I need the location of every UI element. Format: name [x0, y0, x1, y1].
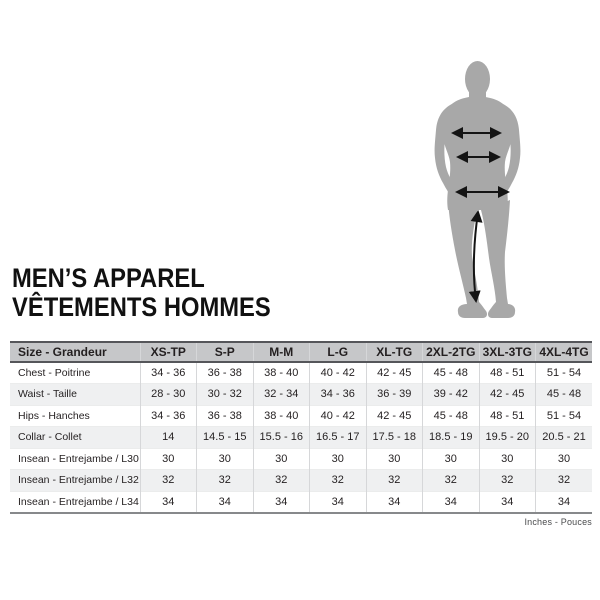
- units-note: Inches - Pouces: [524, 517, 592, 527]
- column-header-l-g: L-G: [309, 342, 366, 363]
- column-header-3xl-3tg: 3XL-3TG: [478, 342, 536, 363]
- table-row: Waist - Taille 28 - 30 30 - 32 32 - 34 34 - …: [10, 383, 592, 405]
- size-value-cell: 14.5 - 15: [196, 426, 253, 448]
- size-value-cell: 28 - 30: [139, 383, 197, 405]
- size-value-cell: 19.5 - 20: [478, 426, 536, 448]
- size-value-cell: 34 - 36: [309, 383, 366, 405]
- size-table-body: Chest - Poitrine 34 - 36 36 - 38 38 - 40 40 …: [10, 362, 592, 513]
- size-value-cell: 34: [478, 490, 536, 513]
- size-value-cell: 32: [478, 469, 536, 491]
- column-header-xl-tg: XL-TG: [365, 342, 423, 363]
- size-value-cell: 30: [196, 447, 253, 470]
- size-value-cell: 34: [139, 490, 197, 513]
- size-value-cell: 38 - 40: [252, 362, 310, 384]
- size-value-cell: 30 - 32: [196, 383, 253, 405]
- size-value-cell: 32: [422, 469, 479, 491]
- size-value-cell: 34: [365, 490, 423, 513]
- size-value-cell: 34: [252, 490, 310, 513]
- size-value-cell: 45 - 48: [422, 404, 479, 427]
- table-row: Insean - Entrejambe / L32 32 32 32 32 32 32 32 3…: [10, 469, 592, 491]
- size-value-cell: 32: [196, 469, 253, 491]
- size-value-cell: 45 - 48: [535, 383, 592, 405]
- row-label: Insean - Entrejambe / L32: [10, 469, 140, 491]
- column-header-4xl-4tg: 4XL-4TG: [535, 342, 592, 363]
- size-value-cell: 32: [252, 469, 310, 491]
- size-value-cell: 30: [252, 447, 310, 470]
- size-value-cell: 30: [365, 447, 423, 470]
- size-value-cell: 34: [535, 490, 592, 513]
- size-value-cell: 18.5 - 19: [422, 426, 479, 448]
- inseam-measure-arrow: [468, 210, 483, 303]
- row-label: Collar - Collet: [10, 426, 140, 448]
- size-value-cell: 30: [422, 447, 479, 470]
- size-value-cell: 38 - 40: [252, 404, 310, 427]
- size-value-cell: 32 - 34: [252, 383, 310, 405]
- column-header-2xl-2tg: 2XL-2TG: [422, 342, 479, 363]
- table-row: Hips - Hanches 34 - 36 36 - 38 38 - 40 40 - …: [10, 404, 592, 427]
- size-value-cell: 20.5 - 21: [535, 426, 592, 448]
- size-value-cell: 34: [422, 490, 479, 513]
- size-value-cell: 32: [365, 469, 423, 491]
- column-header-m-m: M-M: [252, 342, 310, 363]
- size-value-cell: 39 - 42: [422, 383, 479, 405]
- size-value-cell: 15.5 - 16: [252, 426, 310, 448]
- size-value-cell: 36 - 38: [196, 362, 253, 384]
- size-value-cell: 40 - 42: [309, 362, 366, 384]
- table-row: Insean - Entrejambe / L30 30 30 30 30 30 30 30 3…: [10, 447, 592, 470]
- size-value-cell: 42 - 45: [478, 383, 536, 405]
- size-value-cell: 17.5 - 18: [365, 426, 423, 448]
- size-table-head-row: Size - Grandeur XS-TP S-P M-M L-G XL-TG 2XL-2T…: [10, 342, 592, 363]
- size-value-cell: 32: [139, 469, 197, 491]
- size-value-cell: 48 - 51: [478, 404, 536, 427]
- size-value-cell: 42 - 45: [365, 404, 423, 427]
- size-table: Size - Grandeur XS-TP S-P M-M L-G XL-TG 2XL-2T…: [10, 341, 592, 514]
- page-title-line-fr: VÊTEMENTS HOMMES: [12, 292, 271, 322]
- size-value-cell: 42 - 45: [365, 362, 423, 384]
- row-label: Chest - Poitrine: [18, 367, 91, 379]
- size-value-cell: 30: [309, 447, 366, 470]
- size-value-cell: 14: [139, 426, 197, 448]
- size-value-cell: 40 - 42: [309, 404, 366, 427]
- table-row: Chest - Poitrine 34 - 36 36 - 38 38 - 40 40 …: [10, 362, 592, 384]
- size-value-cell: 32: [309, 469, 366, 491]
- row-label: Hips - Hanches: [10, 404, 140, 427]
- silhouette-body: [434, 61, 521, 318]
- size-value-cell: 51 - 54: [535, 362, 592, 384]
- size-value-cell: 48 - 51: [478, 362, 536, 384]
- row-label: Insean - Entrejambe / L34: [10, 490, 140, 513]
- size-value-cell: 30: [478, 447, 536, 470]
- size-value-cell: 32: [535, 469, 592, 491]
- male-silhouette-figure: [434, 61, 521, 318]
- size-value-cell: 34: [196, 490, 253, 513]
- size-value-cell: 45 - 48: [422, 362, 479, 384]
- table-row: Collar - Collet 14 14.5 - 15 15.5 - 16 16.5 …: [10, 426, 592, 448]
- size-value-cell: 30: [535, 447, 592, 470]
- size-value-cell: 34 - 36: [139, 404, 197, 427]
- size-value-cell: 30: [139, 447, 197, 470]
- size-value-cell: 34 - 36: [139, 362, 197, 384]
- column-header-xs-tp: XS-TP: [139, 342, 197, 363]
- table-row: Insean - Entrejambe / L34 34 34 34 34 34 34 34 3…: [10, 490, 592, 513]
- size-value-cell: 36 - 39: [365, 383, 423, 405]
- size-value-cell: 36 - 38: [196, 404, 253, 427]
- column-header-size: Size - Grandeur: [10, 342, 140, 363]
- size-value-cell: 16.5 - 17: [309, 426, 366, 448]
- page-title-line-en: MEN’S APPAREL: [12, 263, 205, 293]
- row-label: Waist - Taille: [10, 383, 140, 405]
- column-header-s-p: S-P: [196, 342, 253, 363]
- size-value-cell: 51 - 54: [535, 404, 592, 427]
- size-value-cell: 34: [309, 490, 366, 513]
- page-title: MEN’S APPAREL VÊTEMENTS HOMMES: [12, 264, 271, 322]
- row-label: Insean - Entrejambe / L30: [10, 447, 140, 470]
